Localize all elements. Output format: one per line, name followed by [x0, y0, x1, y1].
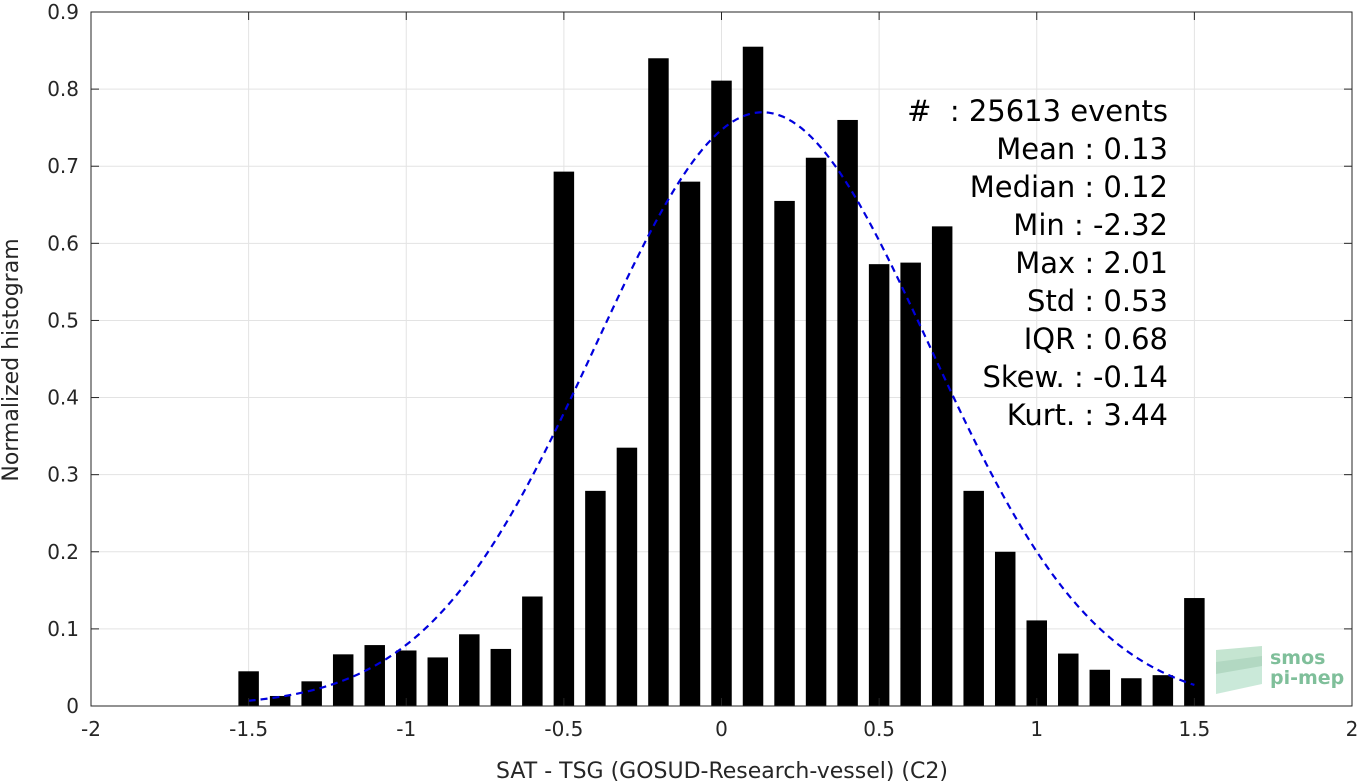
y-tick-label: 0 — [66, 694, 79, 718]
x-tick-label: 0 — [715, 717, 728, 741]
histogram-bar — [1058, 653, 1079, 706]
stat-line: Skew. : -0.14 — [982, 360, 1168, 394]
y-tick-label: 0.4 — [47, 386, 79, 410]
histogram-bar — [490, 648, 512, 706]
y-axis-label: Normalized histogram — [0, 238, 24, 481]
logo-text-line2: pi-mep — [1270, 667, 1344, 689]
smos-pimep-logo: smos pi-mep — [1216, 646, 1344, 694]
logo-text-line1: smos — [1270, 647, 1325, 669]
histogram-bar — [1121, 678, 1142, 706]
stat-line: Kurt. : 3.44 — [1007, 398, 1168, 432]
stats-annotation: # : 25613 events Mean : 0.13 Median : 0.12… — [907, 94, 1168, 432]
stat-line: Mean : 0.13 — [996, 132, 1168, 166]
x-axis-label: SAT - TSG (GOSUD-Research-vessel) (C2) — [496, 759, 948, 784]
histogram-bar — [679, 181, 701, 707]
histogram-bar — [994, 551, 1016, 706]
x-tick-label: 1 — [1030, 717, 1043, 741]
y-tick-label: 0.1 — [47, 617, 79, 641]
x-tick-label: -0.5 — [544, 717, 583, 741]
histogram-bar — [522, 596, 543, 706]
histogram-bar — [585, 490, 606, 706]
y-tick-label: 0.8 — [47, 77, 79, 101]
histogram-bar — [868, 264, 890, 706]
stat-line: Median : 0.12 — [970, 170, 1168, 204]
histogram-bar — [805, 157, 827, 707]
histogram-bar — [1026, 620, 1047, 706]
y-tick-label: 0.7 — [47, 154, 79, 178]
x-tick-label: 0.5 — [863, 717, 895, 741]
y-axis-ticks: 0 0.1 0.2 0.3 0.4 0.5 0.6 0.7 0.8 0.9 — [47, 0, 1352, 718]
stat-line: Max : 2.01 — [1015, 246, 1168, 280]
y-tick-label: 0.5 — [47, 308, 79, 332]
histogram-bar — [837, 119, 858, 706]
stat-line: Min : -2.32 — [1013, 208, 1168, 242]
stat-line: Std : 0.53 — [1027, 284, 1168, 318]
histogram-bar — [396, 650, 417, 706]
histogram-bar — [459, 634, 480, 706]
x-tick-label: 2 — [1346, 717, 1359, 741]
histogram-bar — [963, 490, 984, 706]
histogram-bar — [427, 657, 449, 706]
x-tick-label: 1.5 — [1178, 717, 1210, 741]
logo-waves-icon — [1216, 646, 1262, 694]
histogram-bar — [1089, 669, 1111, 706]
gaussian-fit-curve — [248, 111, 1195, 702]
histogram-bar — [774, 200, 795, 706]
histogram-bar — [931, 226, 953, 706]
histogram-bar — [1152, 675, 1174, 706]
histogram-bar — [648, 58, 669, 707]
x-tick-label: -1 — [396, 717, 416, 741]
histogram-bar — [900, 262, 921, 706]
x-axis-ticks: -2 -1.5 -1 -0.5 0 0.5 1 1.5 2 — [81, 12, 1358, 741]
histogram-bar — [1184, 598, 1205, 706]
stat-line: IQR : 0.68 — [1024, 322, 1168, 356]
histogram-bar — [269, 695, 291, 706]
stat-line: # : 25613 events — [907, 94, 1168, 128]
histogram-bar — [238, 671, 259, 706]
y-tick-label: 0.2 — [47, 540, 79, 564]
histogram-bar — [553, 171, 575, 706]
y-tick-label: 0.3 — [47, 463, 79, 487]
histogram-bar — [301, 681, 322, 706]
x-tick-label: -1.5 — [229, 717, 268, 741]
histogram-bar — [616, 447, 638, 706]
histogram-bar — [742, 46, 764, 706]
y-tick-label: 0.6 — [47, 231, 79, 255]
histogram-bar — [711, 80, 732, 706]
y-tick-label: 0.9 — [47, 0, 79, 24]
histogram-bar — [364, 645, 385, 706]
x-tick-label: -2 — [81, 717, 101, 741]
